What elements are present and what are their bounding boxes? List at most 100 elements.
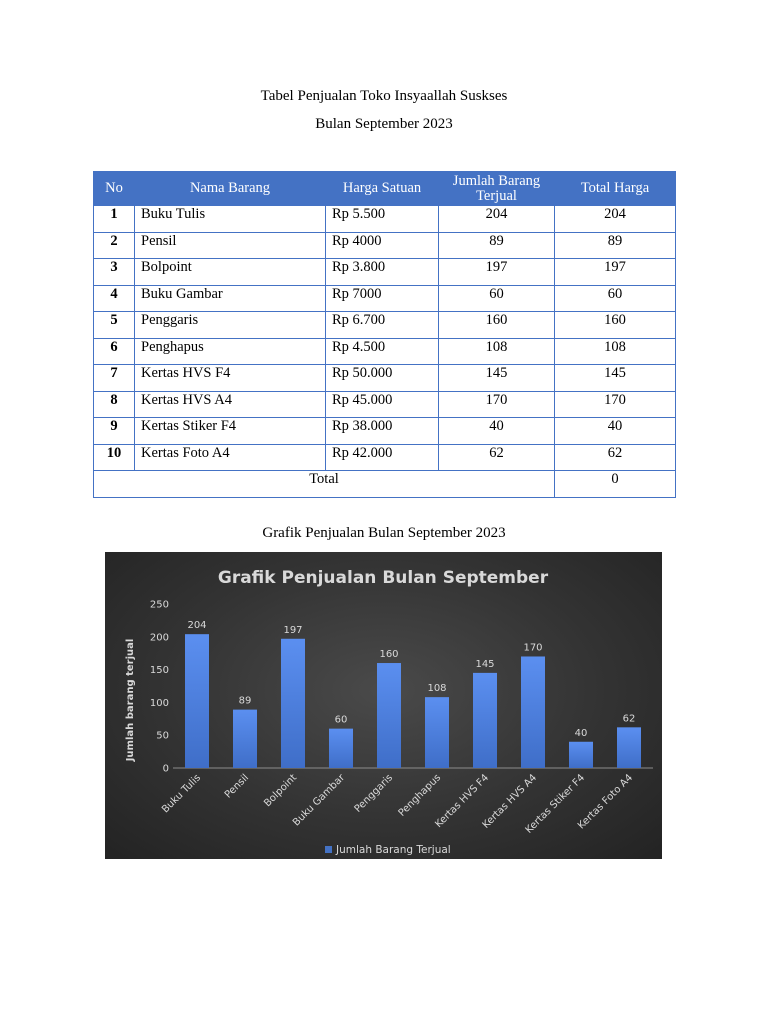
table-row: 8 Kertas HVS A4 Rp 45.000 170 170 [93,390,676,418]
cell-qty: 62 [438,443,555,471]
cell-price: Rp 7000 [325,284,439,312]
cell-name: Penggaris [134,311,326,339]
cell-price: Rp 42.000 [325,443,439,471]
document-title: Tabel Penjualan Toko Insyaallah Suskses [260,88,508,104]
chart-caption: Grafik Penjualan Bulan September 2023 [262,525,506,541]
cell-name: Pensil [134,231,326,259]
y-tick-label: 50 [156,731,169,742]
cell-total: 145 [554,364,676,392]
chart-title: Grafik Penjualan Bulan September [218,568,549,588]
x-tick-label: Buku Gambar [291,772,348,829]
header-harga-satuan: Harga Satuan [325,171,439,206]
data-label: 170 [523,642,542,653]
bar [233,709,257,768]
bar [377,663,401,768]
cell-qty: 89 [438,231,555,259]
bar [473,672,497,768]
cell-qty: 108 [438,337,555,365]
cell-no: 4 [93,284,135,312]
header-nama-barang: Nama Barang [134,171,326,206]
cell-no: 2 [93,231,135,259]
cell-qty: 160 [438,311,555,339]
y-tick-label: 200 [150,632,169,643]
data-label: 40 [575,728,588,739]
bar [281,638,305,768]
cell-total: 40 [554,417,676,445]
cell-name: Kertas HVS F4 [134,364,326,392]
data-label: 108 [427,683,446,694]
bar [617,727,641,768]
cell-total: 60 [554,284,676,312]
cell-name: Kertas Stiker F4 [134,417,326,445]
x-tick-label: Bolpoint [262,772,299,809]
total-label: Total [93,470,555,498]
legend-swatch [325,846,332,853]
data-label: 145 [475,659,494,670]
y-tick-label: 150 [150,665,169,676]
cell-price: Rp 38.000 [325,417,439,445]
header-jumlah-barang-terjual: Jumlah Barang Terjual [438,171,555,206]
cell-name: Kertas Foto A4 [134,443,326,471]
cell-price: Rp 4000 [325,231,439,259]
cell-price: Rp 50.000 [325,364,439,392]
cell-total: 108 [554,337,676,365]
cell-no: 9 [93,417,135,445]
cell-qty: 40 [438,417,555,445]
cell-name: Buku Gambar [134,284,326,312]
y-tick-label: 0 [163,764,169,775]
x-tick-label: Pensil [223,772,251,800]
cell-qty: 197 [438,258,555,286]
cell-total: 204 [554,205,676,233]
table-total-row: Total 0 [93,470,676,498]
cell-price: Rp 4.500 [325,337,439,365]
bar [185,634,209,768]
data-label: 89 [239,696,252,707]
cell-price: Rp 6.700 [325,311,439,339]
cell-name: Bolpoint [134,258,326,286]
data-label: 62 [623,713,636,724]
x-tick-label: Penggaris [353,772,395,814]
header-no: No [93,171,135,206]
bar-chart: Grafik Penjualan Bulan September Jumlah … [105,552,662,859]
cell-no: 6 [93,337,135,365]
y-tick-label: 100 [150,698,169,709]
cell-no: 3 [93,258,135,286]
cell-no: 1 [93,205,135,233]
table-row: 6 Penghapus Rp 4.500 108 108 [93,337,676,365]
table-row: 2 Pensil Rp 4000 89 89 [93,231,676,259]
bar [569,741,593,768]
cell-price: Rp 5.500 [325,205,439,233]
cell-total: 170 [554,390,676,418]
cell-price: Rp 3.800 [325,258,439,286]
data-label: 197 [283,625,302,636]
cell-name: Buku Tulis [134,205,326,233]
bar [521,656,545,768]
cell-total: 197 [554,258,676,286]
y-axis-label: Jumlah barang terjual [125,639,136,763]
table-row: 10 Kertas Foto A4 Rp 42.000 62 62 [93,443,676,471]
x-tick-label: Buku Tulis [160,772,203,815]
document-subtitle: Bulan September 2023 [315,116,453,132]
data-label: 204 [187,620,206,631]
table-row: 7 Kertas HVS F4 Rp 50.000 145 145 [93,364,676,392]
bar [425,697,449,768]
table-row: 3 Bolpoint Rp 3.800 197 197 [93,258,676,286]
sales-table: No Nama Barang Harga Satuan Jumlah Baran… [93,171,676,498]
cell-no: 10 [93,443,135,471]
table-row: 4 Buku Gambar Rp 7000 60 60 [93,284,676,312]
table-row: 5 Penggaris Rp 6.700 160 160 [93,311,676,339]
cell-qty: 170 [438,390,555,418]
bar-chart-svg: Grafik Penjualan Bulan September Jumlah … [125,568,653,856]
cell-qty: 145 [438,364,555,392]
y-tick-label: 250 [150,600,169,611]
data-label: 60 [335,715,348,726]
cell-qty: 204 [438,205,555,233]
cell-total: 62 [554,443,676,471]
data-label: 160 [379,649,398,660]
cell-total: 89 [554,231,676,259]
cell-no: 5 [93,311,135,339]
cell-name: Penghapus [134,337,326,365]
x-tick-label: Penghapus [397,772,444,819]
header-total-harga: Total Harga [554,171,676,206]
table-header-row: No Nama Barang Harga Satuan Jumlah Baran… [93,171,676,206]
